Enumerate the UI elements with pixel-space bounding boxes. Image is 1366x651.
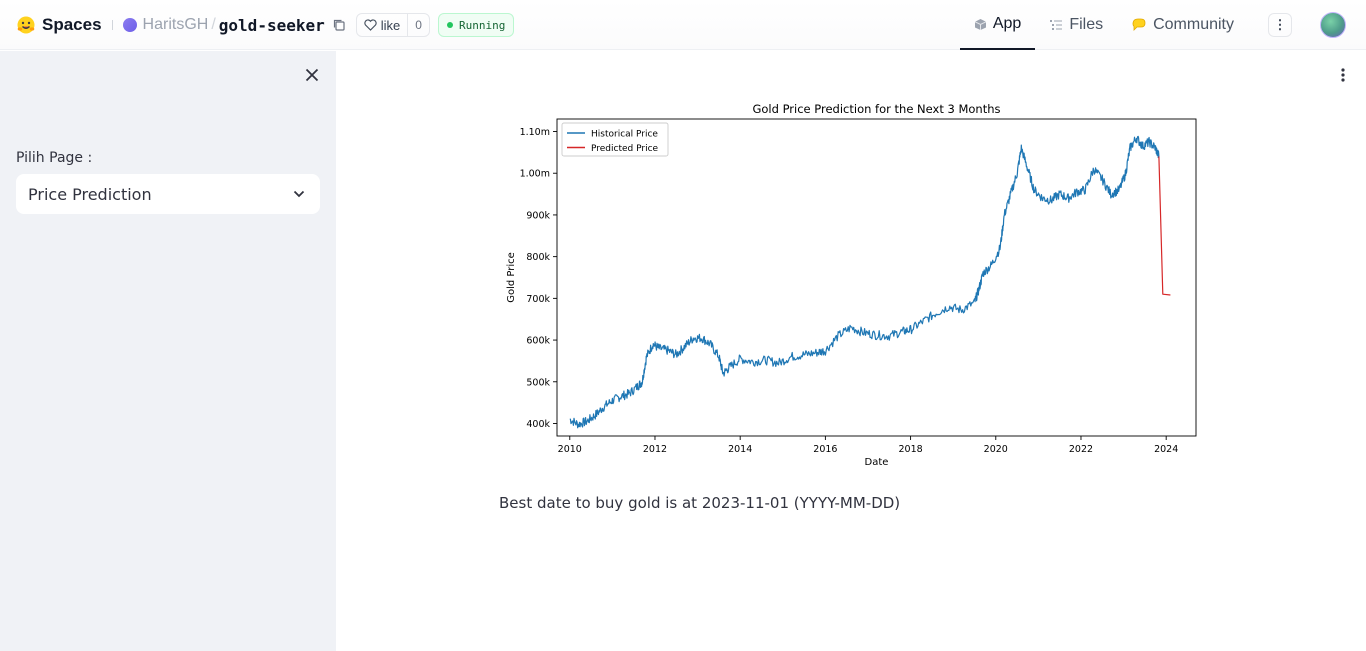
path-separator: /: [211, 16, 216, 33]
tab-files-label: Files: [1069, 16, 1104, 33]
historical-price-line: [569, 135, 1160, 429]
predicted-price-line: [1158, 156, 1171, 296]
x-tick-label: 2010: [558, 444, 582, 455]
chart-title: Gold Price Prediction for the Next 3 Mon…: [752, 102, 1000, 116]
x-tick-label: 2024: [1154, 444, 1178, 455]
x-tick-label: 2014: [728, 444, 752, 455]
x-tick-label: 2016: [813, 444, 837, 455]
community-icon: [1132, 18, 1146, 31]
price-chart: Gold Price Prediction for the Next 3 Mon…: [498, 91, 1218, 481]
copy-icon[interactable]: [332, 18, 346, 32]
best-date-text: Best date to buy gold is at 2023-11-01 (…: [499, 494, 901, 512]
page-select[interactable]: Price Prediction: [16, 174, 320, 214]
y-tick-label: 800k: [526, 252, 550, 263]
page-select-label: Pilih Page :: [16, 150, 93, 166]
y-tick-label: 600k: [526, 336, 550, 347]
legend-box: [561, 122, 669, 157]
like-button[interactable]: like: [357, 14, 408, 36]
page-select-value: Price Prediction: [28, 184, 152, 204]
heart-icon: [364, 19, 377, 31]
more-options-button[interactable]: ⋮: [1268, 13, 1292, 37]
user-avatar[interactable]: [1320, 12, 1346, 38]
x-tick-label: 2022: [1069, 444, 1093, 455]
cube-icon: [974, 18, 987, 30]
files-icon: [1050, 20, 1063, 30]
close-sidebar-button[interactable]: [302, 65, 322, 85]
repo-name-link[interactable]: gold-seeker: [218, 15, 325, 35]
main-menu-icon[interactable]: [1338, 67, 1348, 83]
main-content: Gold Price Prediction for the Next 3 Mon…: [336, 51, 1366, 651]
like-count: 0: [407, 14, 429, 36]
chevron-down-icon: [293, 190, 305, 198]
x-tick-label: 2018: [898, 444, 922, 455]
x-tick-label: 2012: [643, 444, 667, 455]
tab-files[interactable]: Files: [1035, 0, 1117, 50]
tab-app[interactable]: App: [959, 0, 1036, 50]
y-tick-label: 900k: [526, 210, 550, 221]
y-tick-label: 1.10m: [520, 127, 550, 138]
space-header: Spaces HaritsGH / gold-seeker like 0 Run…: [16, 0, 515, 50]
tab-app-label: App: [992, 15, 1022, 32]
tab-community[interactable]: Community: [1117, 0, 1248, 50]
y-tick-label: 700k: [526, 294, 550, 305]
y-axis-label: Gold Price: [506, 252, 517, 303]
plot-frame: [556, 118, 1197, 437]
sidebar: Pilih Page : Price Prediction: [0, 51, 336, 651]
legend-label: Historical Price: [591, 130, 658, 140]
owner-avatar[interactable]: [122, 18, 137, 32]
x-tick-label: 2020: [984, 444, 1008, 455]
y-tick-label: 500k: [526, 377, 550, 388]
status-dot-icon: [446, 22, 453, 28]
x-axis-label: Date: [865, 457, 889, 468]
like-widget: like 0: [355, 13, 430, 37]
status-text: Running: [458, 18, 506, 32]
y-tick-label: 1.00m: [520, 169, 550, 180]
divider: [111, 20, 113, 30]
owner-link[interactable]: HaritsGH: [142, 16, 209, 33]
close-icon: [305, 68, 319, 82]
space-tabs: App Files Community ⋮: [959, 0, 1346, 50]
spaces-link[interactable]: Spaces: [42, 15, 102, 34]
like-label: like: [380, 17, 401, 33]
y-tick-label: 400k: [526, 419, 550, 430]
status-badge: Running: [437, 13, 515, 37]
top-navigation-bar: Spaces HaritsGH / gold-seeker like 0 Run…: [0, 0, 1366, 50]
legend-label: Predicted Price: [591, 144, 659, 154]
hugging-face-logo-icon[interactable]: [16, 15, 36, 35]
price-chart-svg: Gold Price Prediction for the Next 3 Mon…: [506, 102, 1197, 468]
tab-community-label: Community: [1153, 16, 1234, 33]
